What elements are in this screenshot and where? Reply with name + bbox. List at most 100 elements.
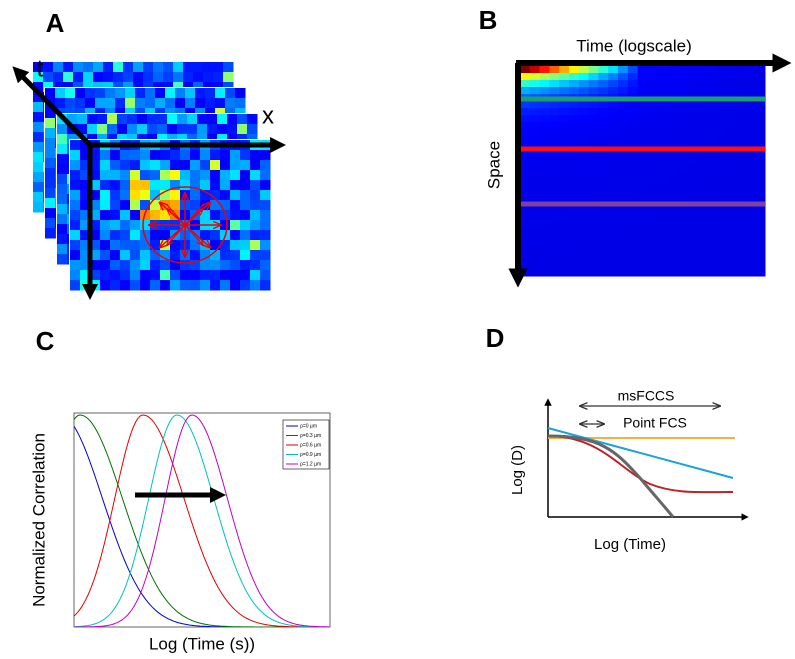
pixel (170, 150, 181, 161)
pixel (113, 72, 124, 83)
heat-cell (618, 262, 629, 270)
pixel (33, 172, 44, 183)
annotation: msFCCS (618, 388, 675, 404)
heat-cell (735, 262, 746, 270)
heat-cell (627, 178, 639, 186)
pixel (230, 220, 241, 231)
heat-cell (716, 255, 727, 263)
heat-cell (706, 269, 717, 277)
heat-cell (667, 122, 678, 130)
heat-cell (647, 178, 658, 186)
heat-cell (657, 192, 668, 200)
heat-cell (559, 234, 570, 242)
heat-cell (745, 269, 756, 277)
heat-cell (608, 248, 619, 256)
pixel (110, 280, 121, 291)
heat-cell (667, 150, 678, 158)
heat-cell (716, 122, 727, 130)
heat-cell (706, 234, 717, 242)
heat-cell (667, 255, 678, 263)
pixel (230, 210, 241, 221)
heat-cell (549, 213, 560, 221)
heat-cell (686, 234, 697, 242)
pixel (250, 160, 261, 171)
heat-cell (696, 241, 707, 249)
heat-cell (608, 213, 619, 221)
heat-cell (725, 269, 737, 277)
pixel (110, 160, 121, 171)
heat-cell (647, 227, 658, 235)
heat-cell (588, 241, 599, 249)
pixel (250, 240, 261, 251)
heat-cell (608, 185, 619, 193)
heat-cell (559, 122, 570, 130)
heat-cell (559, 227, 570, 235)
heat-cell (735, 171, 746, 179)
pixel (33, 162, 44, 173)
pixel (217, 114, 228, 125)
heat-cell (755, 206, 766, 214)
heat-cell (598, 248, 609, 256)
heat-cell (706, 206, 717, 214)
heat-cell (735, 129, 746, 137)
heat-cell (745, 220, 756, 228)
pixel (55, 88, 66, 99)
heat-cell (559, 136, 570, 144)
heat-cell (539, 269, 550, 277)
heat-cell (569, 157, 580, 165)
annotation: Point FCS (623, 415, 687, 431)
pixel (33, 182, 44, 193)
heat-cell (578, 66, 590, 74)
y-label: Space (484, 141, 503, 189)
heat-cell (549, 269, 560, 277)
heat-cell (755, 122, 766, 130)
pixel (260, 240, 271, 251)
pixel (57, 204, 68, 215)
heat-cell (735, 136, 746, 144)
heat-cell (588, 206, 599, 214)
heat-cell (696, 87, 707, 95)
heat-cell (520, 262, 531, 270)
heat-cell (647, 115, 658, 123)
heat-cell (755, 192, 766, 200)
pixel (247, 124, 258, 135)
heat-cell (578, 234, 590, 242)
pixel (53, 72, 64, 83)
heat-cell (706, 192, 717, 200)
pixel (33, 82, 44, 93)
pixel (140, 270, 151, 281)
heat-cell (608, 234, 619, 242)
heat-cell (657, 150, 668, 158)
heat-cell (667, 171, 678, 179)
heat-cell (647, 220, 658, 228)
pixel (90, 260, 101, 271)
heat-cell (529, 227, 541, 235)
heat-cell (637, 171, 648, 179)
pixel (33, 72, 44, 83)
heat-cell (716, 206, 727, 214)
heat-cell (578, 220, 590, 228)
heat-cell (578, 255, 590, 263)
heat-cell (559, 185, 570, 193)
pixel (260, 200, 271, 211)
heat-cell (539, 129, 550, 137)
heat-cell (657, 129, 668, 137)
pixel (45, 198, 56, 209)
heat-cell (657, 87, 668, 95)
heat-cell (520, 185, 531, 193)
heat-cell (706, 171, 717, 179)
pixel (93, 62, 104, 73)
heat-cell (676, 171, 688, 179)
pixel (170, 210, 181, 221)
heat-cell (657, 206, 668, 214)
heat-cell (520, 87, 531, 95)
pixel (90, 240, 101, 251)
pixel (160, 160, 171, 171)
heat-cell (716, 87, 727, 95)
heat-cell (529, 101, 541, 109)
pixel (170, 240, 181, 251)
heat-cell (637, 122, 648, 130)
pixel (57, 154, 68, 165)
pixel (120, 260, 131, 271)
